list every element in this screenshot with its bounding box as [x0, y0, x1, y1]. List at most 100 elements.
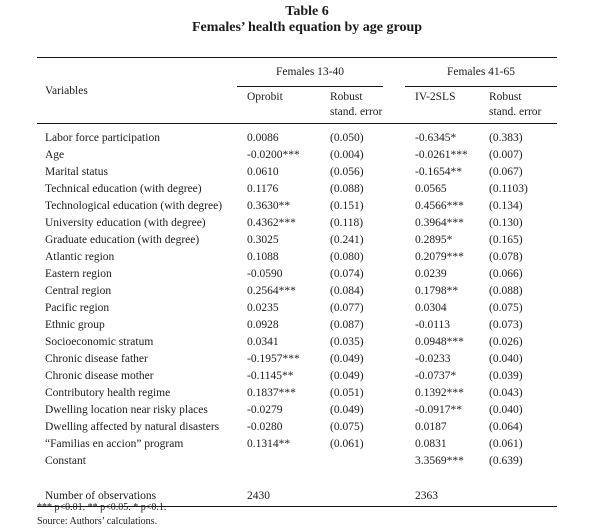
- oprobit-se-cell: (0.074): [330, 268, 364, 280]
- table-number: Table 6: [285, 4, 329, 19]
- table-body: Labor force participation 0.0086 (0.050)…: [37, 124, 557, 471]
- iv2sls-coef-cell: 0.0239: [415, 268, 447, 280]
- iv2sls-coef-cell: 0.1392***: [415, 387, 464, 399]
- iv2sls-se-cell: (0.073): [489, 319, 523, 331]
- oprobit-coef-cell: 0.0928: [247, 319, 279, 331]
- iv2sls-coef-cell: 0.1798**: [415, 285, 459, 297]
- oprobit-coef-cell: 0.3025: [247, 234, 279, 246]
- table-row: University education (with degree) 0.436…: [37, 215, 557, 232]
- iv2sls-coef-cell: 3.3569***: [415, 455, 464, 467]
- iv2sls-se-cell: (0.040): [489, 353, 523, 365]
- iv2sls-coef-cell: -0.1654**: [415, 166, 462, 178]
- oprobit-se-cell: (0.049): [330, 353, 364, 365]
- group-header-females-41-65: Females 41-65: [405, 58, 557, 87]
- oprobit-se-cell: (0.056): [330, 166, 364, 178]
- iv2sls-coef-cell: 0.0304: [415, 302, 447, 314]
- table-row: Eastern region -0.0590 (0.074) 0.0239 (0…: [37, 266, 557, 283]
- oprobit-coef-cell: 0.4362***: [247, 217, 296, 229]
- oprobit-se-cell: (0.004): [330, 149, 364, 161]
- subcol-header-robust-se-2: Robust stand. error: [489, 91, 542, 118]
- oprobit-se-cell: (0.051): [330, 387, 364, 399]
- oprobit-se-cell: (0.075): [330, 421, 364, 433]
- iv2sls-coef-cell: -0.6345*: [415, 132, 457, 144]
- table-row: Technological education (with degree) 0.…: [37, 198, 557, 215]
- oprobit-coef-cell: -0.0280: [247, 421, 283, 433]
- table-row: “Familias en accion” program 0.1314** (0…: [37, 436, 557, 453]
- table-row: Graduate education (with degree) 0.3025 …: [37, 232, 557, 249]
- oprobit-se-cell: (0.241): [330, 234, 364, 246]
- table-row: Dwelling affected by natural disasters -…: [37, 419, 557, 436]
- significance-note: *** p<0.01. ** p<0.05. * p<0.1.: [37, 502, 167, 513]
- iv2sls-coef-cell: 0.3964***: [415, 217, 464, 229]
- oprobit-se-cell: (0.087): [330, 319, 364, 331]
- table-row: Pacific region 0.0235 (0.077) 0.0304 (0.…: [37, 300, 557, 317]
- oprobit-coef-cell: 0.0341: [247, 336, 279, 348]
- variable-cell: Pacific region: [45, 302, 110, 314]
- oprobit-se-cell: (0.035): [330, 336, 364, 348]
- variable-cell: Chronic disease mother: [45, 370, 154, 382]
- iv2sls-coef-cell: 0.2079***: [415, 251, 464, 263]
- iv2sls-coef-cell: -0.0737*: [415, 370, 457, 382]
- oprobit-coef-cell: 0.1314**: [247, 438, 291, 450]
- observations-row: Number of observations 2430 2363: [37, 488, 557, 507]
- variable-cell: Central region: [45, 285, 112, 297]
- table-row: Ethnic group 0.0928 (0.087) -0.0113 (0.0…: [37, 317, 557, 334]
- iv2sls-se-cell: (0.061): [489, 438, 523, 450]
- iv2sls-se-cell: (0.165): [489, 234, 523, 246]
- variable-cell: University education (with degree): [45, 217, 206, 229]
- variable-cell: Dwelling location near risky places: [45, 404, 208, 416]
- oprobit-coef-cell: 0.1176: [247, 183, 279, 195]
- group-label: Females 13-40: [237, 65, 383, 87]
- oprobit-coef-cell: 0.0235: [247, 302, 279, 314]
- oprobit-coef-cell: 0.0610: [247, 166, 279, 178]
- iv2sls-coef-cell: 0.4566***: [415, 200, 464, 212]
- oprobit-se-cell: (0.050): [330, 132, 364, 144]
- oprobit-coef-cell: 0.2564***: [247, 285, 296, 297]
- iv2sls-coef-cell: 0.0565: [415, 183, 447, 195]
- iv2sls-se-cell: (0.043): [489, 387, 523, 399]
- table-row: Constant 3.3569*** (0.639): [37, 453, 557, 470]
- oprobit-se-cell: (0.088): [330, 183, 364, 195]
- table-row: Atlantic region 0.1088 (0.080) 0.2079***…: [37, 249, 557, 266]
- oprobit-coef-cell: -0.0279: [247, 404, 283, 416]
- variables-column-header: Variables: [45, 84, 88, 97]
- iv2sls-coef-cell: 0.0948***: [415, 336, 464, 348]
- variable-cell: Dwelling affected by natural disasters: [45, 421, 220, 433]
- iv2sls-coef-cell: -0.0261***: [415, 149, 468, 161]
- table-notes: *** p<0.01. ** p<0.05. * p<0.1. Source: …: [37, 501, 166, 528]
- iv2sls-se-cell: (0.067): [489, 166, 523, 178]
- oprobit-coef-cell: 0.3630**: [247, 200, 291, 212]
- iv2sls-se-cell: (0.1103): [489, 183, 528, 195]
- iv2sls-se-cell: (0.639): [489, 455, 523, 467]
- oprobit-se-cell: (0.151): [330, 200, 364, 212]
- regression-table: Variables Females 13-40 Females 41-65 Op…: [37, 57, 557, 507]
- iv2sls-coef-cell: 0.2895*: [415, 234, 453, 246]
- variable-cell: Atlantic region: [45, 251, 115, 263]
- iv2sls-coef-cell: -0.0233: [415, 353, 451, 365]
- iv2sls-se-cell: (0.007): [489, 149, 523, 161]
- iv2sls-se-cell: (0.383): [489, 132, 523, 144]
- subcol-header-oprobit: Oprobit: [247, 91, 283, 103]
- oprobit-coef-cell: 0.0086: [247, 132, 279, 144]
- oprobit-coef-cell: -0.1957***: [247, 353, 300, 365]
- variable-cell: Technical education (with degree): [45, 183, 202, 195]
- oprobit-coef-cell: -0.0200***: [247, 149, 300, 161]
- oprobit-se-cell: (0.049): [330, 404, 364, 416]
- iv2sls-se-cell: (0.078): [489, 251, 523, 263]
- variable-cell: Eastern region: [45, 268, 112, 280]
- table-row: Labor force participation 0.0086 (0.050)…: [37, 124, 557, 148]
- variable-cell: Socioeconomic stratum: [45, 336, 154, 348]
- variable-cell: Marital status: [45, 166, 108, 178]
- table-row: Dwelling location near risky places -0.0…: [37, 402, 557, 419]
- oprobit-se-cell: [330, 453, 415, 470]
- iv2sls-se-cell: (0.075): [489, 302, 523, 314]
- table-row: Chronic disease father -0.1957*** (0.049…: [37, 351, 557, 368]
- oprobit-se-cell: (0.077): [330, 302, 364, 314]
- variable-cell: Contributory health regime: [45, 387, 171, 399]
- oprobit-coef-cell: [247, 453, 330, 470]
- variable-cell: Age: [45, 149, 65, 161]
- table-row: Age -0.0200*** (0.004) -0.0261*** (0.007…: [37, 147, 557, 164]
- variable-cell: Ethnic group: [45, 319, 105, 331]
- iv2sls-se-cell: (0.064): [489, 421, 523, 433]
